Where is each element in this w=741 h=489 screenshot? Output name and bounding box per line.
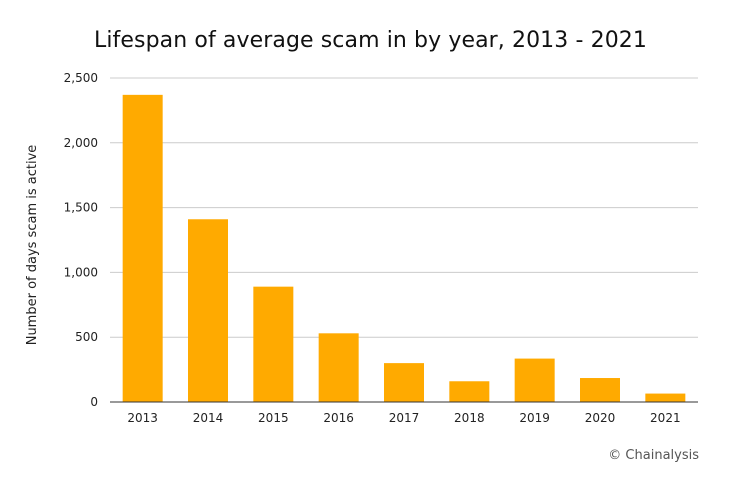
bar-2013	[122, 94, 163, 403]
x-tick-label: 2017	[389, 411, 420, 425]
bars	[122, 94, 686, 403]
x-tick-label: 2013	[127, 411, 158, 425]
y-tick-label: 0	[90, 395, 98, 409]
bar-2021	[645, 393, 686, 402]
bar-2016	[318, 333, 359, 402]
bar-2014	[188, 219, 228, 402]
chart-title: Lifespan of average scam in by year, 201…	[93, 28, 647, 53]
bar-2017	[384, 363, 424, 402]
x-tick-label: 2016	[323, 411, 354, 425]
x-tick-label: 2020	[585, 411, 616, 425]
bar-2015	[253, 286, 294, 402]
x-axis-ticks: 2013 2014 2015 2016 2017 2018 2019 2020 2021	[127, 411, 680, 425]
y-tick-label: 1,000	[64, 265, 98, 279]
x-tick-label: 2018	[454, 411, 485, 425]
y-tick-label: 2,500	[64, 71, 98, 85]
x-tick-label: 2021	[650, 411, 681, 425]
y-axis-ticks: 0 500 1,000 1,500 2,000 2,500	[64, 71, 98, 409]
x-tick-label: 2019	[519, 411, 550, 425]
bar-2019	[514, 358, 555, 402]
y-tick-label: 2,000	[64, 136, 98, 150]
bar-2020	[580, 378, 620, 402]
x-tick-label: 2015	[258, 411, 289, 425]
source-credit: © Chainalysis	[608, 448, 699, 463]
y-axis-title: Number of days scam is active	[25, 145, 40, 346]
y-tick-label: 500	[75, 330, 98, 344]
x-tick-label: 2014	[193, 411, 224, 425]
bar-2018	[449, 381, 490, 402]
y-tick-label: 1,500	[64, 201, 98, 215]
